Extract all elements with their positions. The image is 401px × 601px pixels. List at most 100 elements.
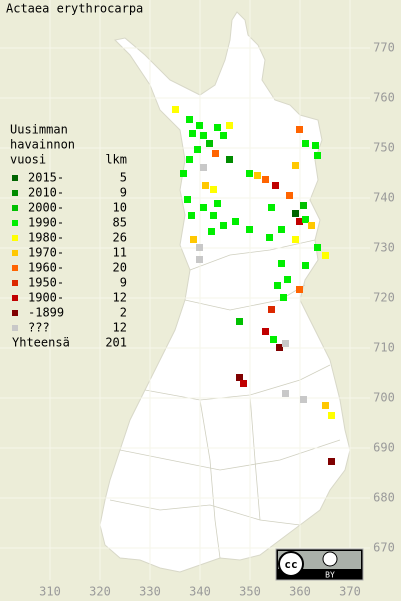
legend-total: 201 — [105, 336, 127, 350]
observation — [236, 374, 243, 381]
legend-count: 85 — [113, 216, 127, 230]
y-axis-label: 740 — [373, 191, 395, 205]
legend-label: 1900- — [28, 291, 64, 305]
observation — [282, 390, 289, 397]
observation — [282, 340, 289, 347]
observation — [278, 226, 285, 233]
observation — [284, 276, 291, 283]
observation — [302, 140, 309, 147]
observation — [220, 222, 227, 229]
map-title: Actaea erythrocarpa — [6, 2, 143, 16]
legend-label: 1970- — [28, 246, 64, 260]
legend-count: 5 — [120, 171, 127, 185]
observation — [280, 294, 287, 301]
x-axis-label: 320 — [89, 585, 111, 599]
observation — [286, 192, 293, 199]
observation — [262, 328, 269, 335]
x-axis-label: 370 — [339, 585, 361, 599]
legend-swatch — [12, 205, 18, 211]
region-borders — [109, 239, 341, 559]
legend-count: 11 — [113, 246, 127, 260]
observation — [268, 204, 275, 211]
observation — [278, 260, 285, 267]
y-axis-label: 770 — [373, 41, 395, 55]
legend-swatch — [12, 280, 18, 286]
legend-swatch — [12, 220, 18, 226]
y-axis-label: 720 — [373, 291, 395, 305]
observation — [208, 228, 215, 235]
observation — [322, 252, 329, 259]
observation — [190, 236, 197, 243]
finland-outline — [99, 11, 351, 573]
observation — [246, 170, 253, 177]
observation — [328, 458, 335, 465]
x-axis-label: 330 — [139, 585, 161, 599]
legend-count: 9 — [120, 276, 127, 290]
observation — [302, 216, 309, 223]
observation — [302, 262, 309, 269]
legend-label: 2015- — [28, 171, 64, 185]
observations — [172, 106, 335, 465]
legend-header: havainnon — [10, 138, 75, 152]
observation — [202, 182, 209, 189]
x-axis-label: 360 — [289, 585, 311, 599]
observation — [186, 116, 193, 123]
legend-header: vuosi — [10, 153, 46, 167]
observation — [210, 212, 217, 219]
observation — [322, 402, 329, 409]
observation — [300, 396, 307, 403]
legend-count-header: lkm — [105, 153, 127, 167]
y-axis-label: 680 — [373, 491, 395, 505]
observation — [196, 256, 203, 263]
x-axis-label: 340 — [189, 585, 211, 599]
y-axis-label: 690 — [373, 441, 395, 455]
legend-count: 9 — [120, 186, 127, 200]
observation — [226, 156, 233, 163]
observation — [196, 244, 203, 251]
cc-circle — [278, 551, 304, 577]
cc-text: cc — [284, 558, 297, 571]
y-axis-label: 710 — [373, 341, 395, 355]
observation — [308, 222, 315, 229]
observation — [292, 236, 299, 243]
observation — [292, 210, 299, 217]
observation — [194, 146, 201, 153]
legend-swatch — [12, 265, 18, 271]
legend-label: 1960- — [28, 261, 64, 275]
by-text: BY — [325, 571, 335, 580]
observation — [314, 244, 321, 251]
y-axis-label: 700 — [373, 391, 395, 405]
legend-header: Uusimman — [10, 123, 68, 137]
observation — [270, 336, 277, 343]
observation — [214, 200, 221, 207]
by-icon — [322, 551, 338, 567]
observation — [266, 234, 273, 241]
observation — [226, 122, 233, 129]
observation — [300, 202, 307, 209]
observation — [254, 172, 261, 179]
legend-count: 20 — [113, 261, 127, 275]
legend-swatch — [12, 235, 18, 241]
legend-swatch — [12, 190, 18, 196]
y-axis-label: 750 — [373, 141, 395, 155]
observation — [328, 412, 335, 419]
observation — [296, 126, 303, 133]
x-axis-label: 350 — [239, 585, 261, 599]
observation — [236, 318, 243, 325]
legend-count: 12 — [113, 321, 127, 335]
observation — [262, 176, 269, 183]
legend-count: 12 — [113, 291, 127, 305]
observation — [184, 196, 191, 203]
legend-swatch — [12, 175, 18, 181]
observation — [200, 164, 207, 171]
observation — [214, 124, 221, 131]
legend-label: 1950- — [28, 276, 64, 290]
observation — [220, 132, 227, 139]
legend-label: 1990- — [28, 216, 64, 230]
observation — [292, 162, 299, 169]
y-axis-label: 760 — [373, 91, 395, 105]
observation — [172, 106, 179, 113]
legend-label: 2010- — [28, 186, 64, 200]
